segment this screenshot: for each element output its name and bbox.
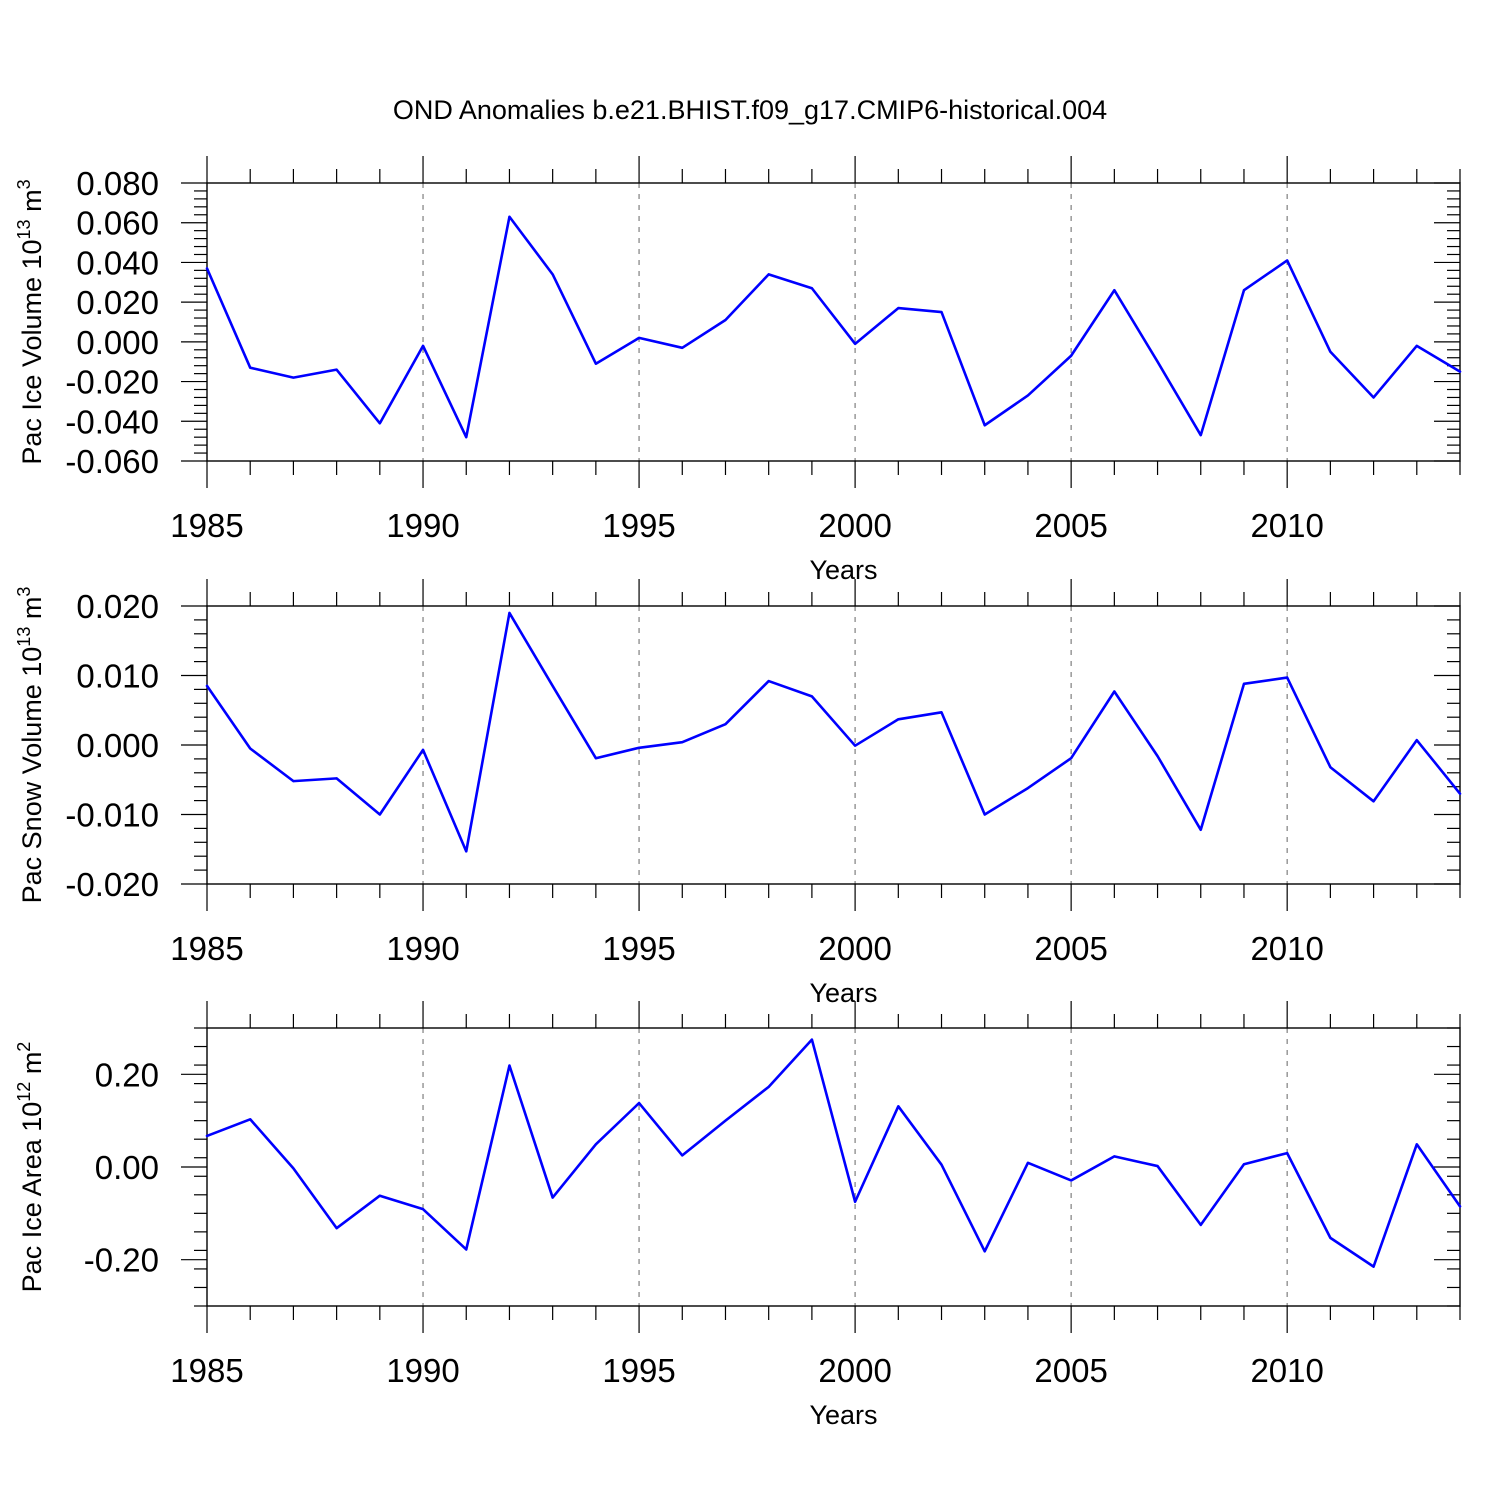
y-tick-label: 0.060 [76, 205, 159, 242]
y-tick-label: 0.00 [95, 1149, 159, 1186]
y-axis-label-unit: m [17, 189, 47, 219]
panels-group: 1985 1990 1995 2000 2005 2010-0.060-0.040-0.0… [14, 156, 1462, 1430]
plot-frame [206, 182, 1461, 462]
plot-frame [206, 605, 1461, 885]
y-tick-label: 0.020 [76, 588, 159, 625]
series-line [205, 611, 1462, 853]
plot-frame [206, 1027, 1461, 1307]
x-tick-label: 1995 [602, 930, 675, 967]
x-tick-label: 1990 [386, 1352, 459, 1389]
x-tick-label: 1995 [602, 1352, 675, 1389]
y-tick-label: 0.000 [76, 324, 159, 361]
y-axis-label: Pac Ice Volume 1013 m3 [14, 179, 47, 464]
x-tick-label: 1985 [170, 930, 243, 967]
chart-title: OND Anomalies b.e21.BHIST.f09_g17.CMIP6-… [393, 95, 1107, 125]
y-tick-label: -0.20 [84, 1242, 159, 1279]
y-axis-label-unit-power: 3 [14, 587, 34, 597]
y-axis-label-exponent: 12 [14, 1082, 34, 1102]
y-axis-label-unit-power: 3 [14, 179, 34, 189]
series-line [205, 1038, 1462, 1268]
x-tick-label: 1985 [170, 1352, 243, 1389]
x-tick-label: 2010 [1250, 930, 1323, 967]
x-tick-label: 2005 [1034, 1352, 1107, 1389]
y-tick-label: 0.080 [76, 165, 159, 202]
x-tick-label: 2000 [818, 507, 891, 544]
x-tick-label: 1985 [170, 507, 243, 544]
x-axis-label: Years [809, 978, 877, 1008]
y-tick-label: 0.040 [76, 244, 159, 281]
y-tick-label: -0.020 [65, 364, 159, 401]
x-tick-label: 2000 [818, 1352, 891, 1389]
y-axis-label-unit: m [17, 597, 47, 627]
y-axis-label-main: Pac Snow Volume 10 [17, 647, 47, 904]
x-tick-label: 2010 [1250, 507, 1323, 544]
y-axis-label-exponent: 13 [14, 627, 34, 647]
y-tick-label: -0.010 [65, 797, 159, 834]
series-line [205, 215, 1462, 439]
x-axis-label: Years [809, 555, 877, 585]
y-axis-label-unit-power: 2 [14, 1042, 34, 1052]
y-tick-label: 0.020 [76, 284, 159, 321]
x-tick-label: 2005 [1034, 930, 1107, 967]
x-tick-label: 2000 [818, 930, 891, 967]
x-axis-label: Years [809, 1400, 877, 1430]
panel-3: 1985 1990 1995 2000 2005 2010 -0.20 0.00 0.20 Yea… [14, 1001, 1462, 1430]
panel-2: 1985 1990 1995 2000 2005 2010 -0.020 -0.010 0.00… [14, 579, 1462, 1008]
y-tick-label: 0.000 [76, 727, 159, 764]
y-tick-label: 0.010 [76, 658, 159, 695]
panel-1: 1985 1990 1995 2000 2005 2010 -0.060-0.040-0.0… [14, 156, 1462, 585]
y-tick-label: -0.060 [65, 443, 159, 480]
x-tick-label: 1995 [602, 507, 675, 544]
x-tick-label: 2005 [1034, 507, 1107, 544]
y-tick-label: 0.20 [95, 1056, 159, 1093]
y-axis-label-main: Pac Ice Area 10 [17, 1102, 47, 1293]
y-tick-label: -0.040 [65, 403, 159, 440]
y-axis-label-exponent: 13 [14, 219, 34, 239]
x-tick-label: 1990 [386, 507, 459, 544]
y-axis-label-main: Pac Ice Volume 10 [17, 239, 47, 464]
y-axis-label: Pac Ice Area 1012 m2 [14, 1042, 47, 1293]
y-axis-label: Pac Snow Volume 1013 m3 [14, 587, 47, 904]
y-axis-label-unit: m [17, 1052, 47, 1082]
x-tick-label: 2010 [1250, 1352, 1323, 1389]
y-tick-label: -0.020 [65, 866, 159, 903]
x-tick-label: 1990 [386, 930, 459, 967]
